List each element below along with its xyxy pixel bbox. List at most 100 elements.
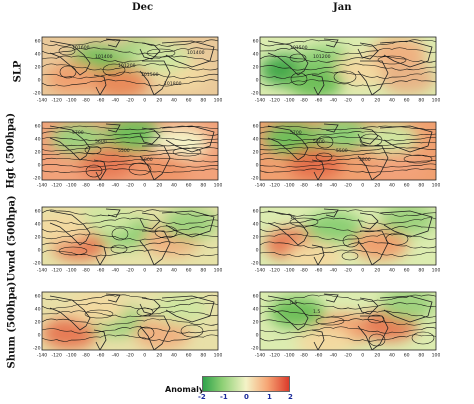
coastline <box>323 293 339 303</box>
contour-cell <box>289 53 307 63</box>
x-tick-label: 20 <box>156 353 162 359</box>
coastline <box>311 159 325 180</box>
contour-line <box>42 217 218 225</box>
contour-line <box>42 241 218 249</box>
contour-label: 101500 <box>290 45 308 51</box>
contour-line <box>260 334 436 342</box>
contour-line <box>260 168 436 173</box>
contour-cell <box>342 234 360 248</box>
contour-label: 101200 <box>313 54 331 60</box>
x-tick-label: -100 <box>284 183 295 189</box>
contour-label: 0.5 <box>290 300 297 306</box>
y-tick-label: 40 <box>253 52 259 58</box>
y-tick-label: -20 <box>251 346 259 352</box>
contour-line <box>260 318 436 326</box>
x-tick-label: 20 <box>156 268 162 274</box>
x-tick-label: 100 <box>432 268 440 274</box>
contour-line <box>42 310 218 318</box>
x-tick-label: 0 <box>361 98 364 104</box>
contour-line <box>42 141 218 147</box>
x-tick-label: -20 <box>344 98 352 104</box>
coastlines <box>49 38 215 95</box>
coastline <box>105 293 121 303</box>
y-tick-label: 20 <box>253 320 259 326</box>
x-tick-label: 60 <box>404 183 410 189</box>
x-tick-label: 80 <box>200 183 206 189</box>
x-tick-label: 40 <box>389 353 395 359</box>
contour-cell <box>377 55 407 65</box>
x-tick-label: -100 <box>66 183 77 189</box>
x-tick-label: 100 <box>214 183 222 189</box>
coastline <box>105 123 121 133</box>
x-tick-label: -60 <box>97 183 105 189</box>
contour-cell <box>84 309 114 319</box>
map-panel-uwnd-jan: 15 60 40 20 0 -20 -140 -120 -100 -80 -60 -40 -20 0 20 4… <box>250 205 440 275</box>
contour-label: 5600 <box>313 139 325 145</box>
coastlines <box>49 208 215 265</box>
legend-colorbar <box>202 376 290 392</box>
x-tick-label: -120 <box>51 353 62 359</box>
contour-label: 101800 <box>164 81 182 87</box>
contour-line <box>42 131 218 136</box>
contour-line <box>42 302 218 310</box>
x-tick-label: -100 <box>284 98 295 104</box>
contour-line <box>260 326 436 334</box>
x-tick-label: 60 <box>186 98 192 104</box>
y-tick-label: 40 <box>35 222 41 228</box>
coastline <box>311 74 325 95</box>
y-tick-label: 40 <box>253 222 259 228</box>
x-tick-label: -60 <box>315 268 323 274</box>
contour-lines <box>260 125 436 173</box>
y-tick-label: 0 <box>256 248 259 254</box>
contour-line <box>42 209 218 217</box>
anomaly-blob <box>264 122 321 155</box>
contour-line <box>260 147 436 152</box>
x-tick-label: -40 <box>330 353 338 359</box>
contour-line <box>260 71 436 79</box>
x-tick-label: -120 <box>51 183 62 189</box>
contour-cell <box>128 162 152 176</box>
x-tick-label: -60 <box>97 268 105 274</box>
contour-label: 5800 <box>359 157 371 163</box>
contour-line <box>260 39 436 47</box>
y-tick-label: 0 <box>38 163 41 169</box>
y-tick-label: 60 <box>253 209 259 215</box>
map-frame <box>41 121 219 181</box>
x-tick-label: 0 <box>361 353 364 359</box>
coastline <box>379 210 433 238</box>
x-tick-label: -60 <box>315 183 323 189</box>
contour-cell <box>411 331 435 345</box>
x-tick-label: 80 <box>418 183 424 189</box>
contour-cell <box>111 227 129 241</box>
x-tick-label: 20 <box>374 268 380 274</box>
contour-cell <box>333 70 357 84</box>
coastline <box>311 329 325 350</box>
contour-lines <box>42 125 218 178</box>
x-tick-label: -100 <box>284 268 295 274</box>
x-tick-label: -20 <box>344 353 352 359</box>
x-tick-label: -140 <box>255 98 266 104</box>
contour-line <box>260 152 436 157</box>
coastline <box>49 40 91 76</box>
legend-title: Anomaly <box>165 385 205 394</box>
contour-cell <box>315 152 333 162</box>
legend-tick: 1 <box>267 393 272 401</box>
legend-tick-labels: -2 -1 0 1 2 <box>198 393 294 403</box>
x-tick-label: -120 <box>269 353 280 359</box>
x-tick-label: -80 <box>300 353 308 359</box>
row-label-uwnd: Uwnd (500hpa) <box>6 195 18 282</box>
x-tick-label: 0 <box>361 268 364 274</box>
map-frame <box>259 36 437 96</box>
row-label-slp: SLP <box>12 60 24 83</box>
coastline <box>323 208 339 218</box>
x-tick-label: -60 <box>97 353 105 359</box>
anomaly-blob <box>78 207 135 236</box>
contour-line <box>42 47 218 55</box>
x-tick-label: 80 <box>200 98 206 104</box>
anomaly-blob <box>287 66 344 95</box>
legend-tick: -1 <box>220 393 228 401</box>
contour-cell <box>58 46 76 56</box>
contour-cell <box>84 145 102 155</box>
